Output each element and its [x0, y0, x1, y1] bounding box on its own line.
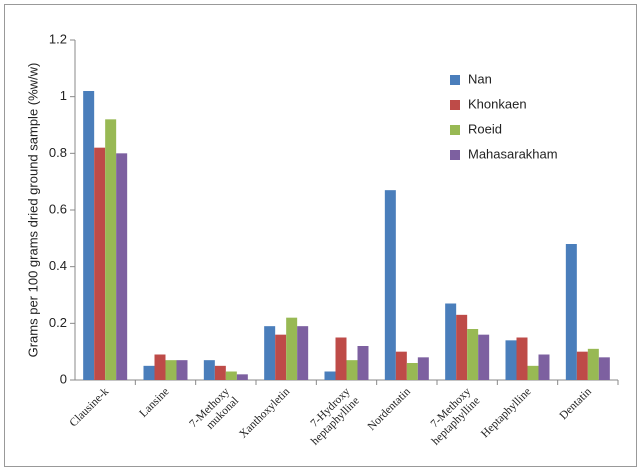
bar [598, 357, 610, 380]
bar [456, 314, 468, 380]
bar [225, 371, 237, 380]
y-tick-label: 0.4 [49, 258, 67, 273]
bar [478, 334, 490, 380]
bar [417, 357, 429, 380]
bar [406, 363, 418, 380]
bar [143, 365, 155, 380]
legend-label: Nan [468, 71, 492, 86]
bar [395, 351, 407, 380]
y-tick-label: 0.8 [49, 145, 67, 160]
bar [565, 244, 577, 380]
y-tick-label: 0 [60, 371, 67, 386]
bar [83, 91, 95, 380]
bar [538, 354, 550, 380]
y-axis-title: Grams per 100 grams dried ground sample … [25, 63, 40, 358]
bar [264, 326, 276, 380]
bar [346, 360, 358, 380]
bar [94, 147, 106, 380]
bar [236, 374, 248, 380]
legend-label: Mahasarakham [468, 146, 558, 161]
bar [527, 365, 539, 380]
y-tick-label: 1 [60, 88, 67, 103]
legend-swatch [450, 150, 460, 160]
bar [357, 346, 369, 380]
bar [445, 303, 457, 380]
bar [297, 326, 309, 380]
bar [176, 360, 188, 380]
bar [384, 190, 396, 380]
bar [116, 153, 128, 380]
bar [576, 351, 588, 380]
bar [467, 329, 479, 380]
bar [286, 317, 298, 380]
bar [154, 354, 166, 380]
bar [203, 360, 215, 380]
bar [105, 119, 117, 380]
legend-swatch [450, 125, 460, 135]
bar [516, 337, 528, 380]
bar [165, 360, 177, 380]
bar [505, 340, 517, 380]
y-tick-label: 0.2 [49, 315, 67, 330]
y-tick-label: 0.6 [49, 201, 67, 216]
y-tick-label: 1.2 [49, 31, 67, 46]
bar [275, 334, 287, 380]
legend-swatch [450, 75, 460, 85]
legend-label: Khonkaen [468, 96, 527, 111]
bar [214, 365, 226, 380]
bar [335, 337, 347, 380]
legend-label: Roeid [468, 121, 502, 136]
bar [587, 348, 599, 380]
legend-swatch [450, 100, 460, 110]
bar [324, 371, 336, 380]
